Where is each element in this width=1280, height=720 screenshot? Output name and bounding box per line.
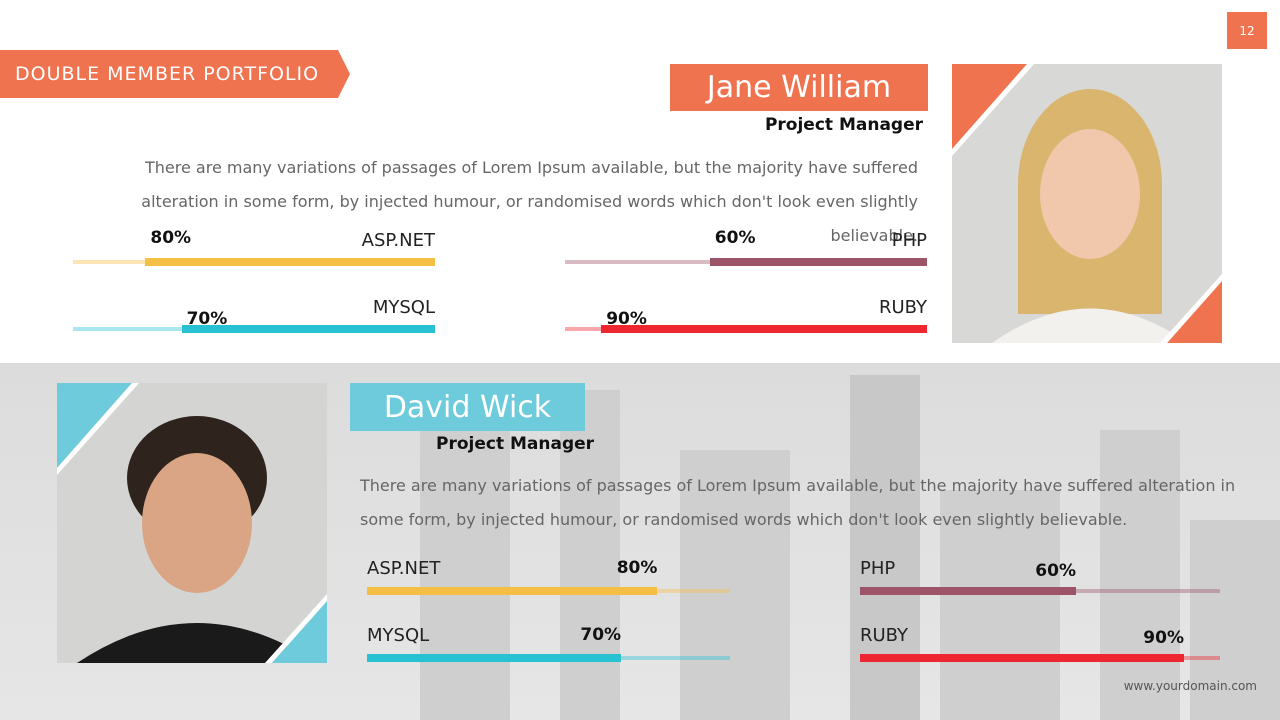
skill-bar [860,587,1076,595]
skill-percent: 70% [580,625,622,645]
skill-bar [145,258,435,266]
member-description: There are many variations of passages of… [141,158,918,245]
skill-percent: 60% [714,228,756,248]
skill-bar [367,654,622,662]
skill-name: RUBY [860,625,909,646]
skill-percent: 90% [606,309,647,329]
skill-name: ASP.NET [361,230,435,251]
slide-number: 12 [1227,12,1267,49]
skill-percent: 80% [616,558,658,578]
skill-bar [181,325,435,333]
member-name: David Wick [350,383,585,431]
skill-bar [860,654,1184,662]
member-photo [57,383,327,663]
skill-name: PHP [891,230,927,251]
skill-percent: 70% [186,309,228,329]
skill-bar [601,325,927,333]
footer-url: www.yourdomain.com [1123,679,1257,693]
skill-name: MYSQL [372,297,435,318]
skill-name: MYSQL [367,625,430,646]
slide-title: DOUBLE MEMBER PORTFOLIO [15,63,320,85]
member-role: Project Manager [764,115,923,135]
member-photo [952,64,1222,343]
skill-bar [709,258,927,266]
skill-percent: 60% [1035,561,1076,581]
skill-name: RUBY [878,297,927,318]
skill-percent: 80% [150,228,192,248]
member-description: There are many variations of passages of… [360,476,1236,529]
member-role: Project Manager [436,434,595,454]
skill-name: ASP.NET [367,558,441,579]
skill-percent: 90% [1143,628,1184,648]
member-name: Jane William [670,64,928,111]
skill-bar [367,587,658,595]
skill-name: PHP [860,558,896,579]
title-banner [0,50,350,98]
